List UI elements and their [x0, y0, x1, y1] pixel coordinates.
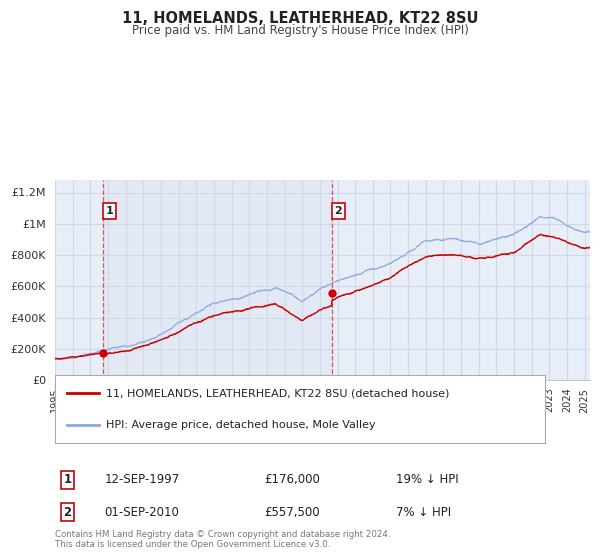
Bar — [103, 180, 332, 380]
Text: Price paid vs. HM Land Registry's House Price Index (HPI): Price paid vs. HM Land Registry's House … — [131, 24, 469, 36]
Text: 1: 1 — [106, 206, 113, 216]
Text: HPI: Average price, detached house, Mole Valley: HPI: Average price, detached house, Mole… — [106, 419, 376, 430]
Text: 11, HOMELANDS, LEATHERHEAD, KT22 8SU (detached house): 11, HOMELANDS, LEATHERHEAD, KT22 8SU (de… — [106, 389, 450, 398]
Text: 01-SEP-2010: 01-SEP-2010 — [104, 506, 179, 519]
Text: Contains HM Land Registry data © Crown copyright and database right 2024.
This d: Contains HM Land Registry data © Crown c… — [55, 530, 391, 549]
Text: 11, HOMELANDS, LEATHERHEAD, KT22 8SU: 11, HOMELANDS, LEATHERHEAD, KT22 8SU — [122, 11, 478, 26]
Text: 19% ↓ HPI: 19% ↓ HPI — [396, 473, 458, 486]
Text: 12-SEP-1997: 12-SEP-1997 — [104, 473, 180, 486]
Text: £176,000: £176,000 — [264, 473, 320, 486]
Text: 2: 2 — [63, 506, 71, 519]
Text: 7% ↓ HPI: 7% ↓ HPI — [396, 506, 451, 519]
Text: 1: 1 — [63, 473, 71, 486]
Text: 2: 2 — [334, 206, 342, 216]
Text: £557,500: £557,500 — [264, 506, 320, 519]
